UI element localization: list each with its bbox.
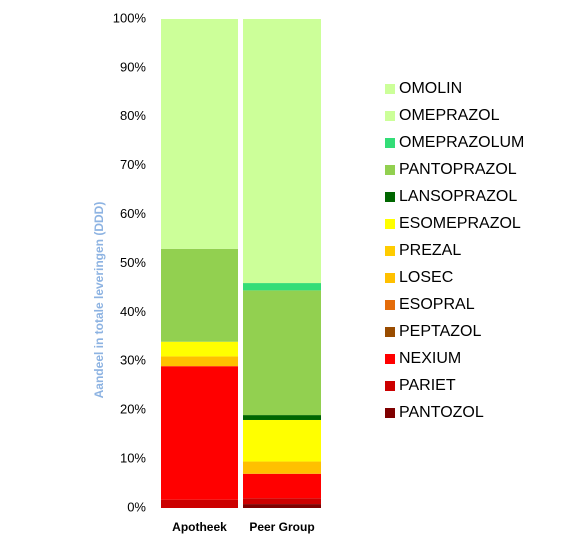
legend-swatch	[385, 273, 395, 283]
y-tick-label: 0%	[127, 499, 146, 514]
legend-swatch	[385, 408, 395, 418]
legend-swatch	[385, 192, 395, 202]
legend-swatch	[385, 165, 395, 175]
bar-segment	[161, 248, 238, 342]
bar-segment	[243, 498, 321, 505]
bar-segment	[243, 283, 321, 291]
legend-label: PEPTAZOL	[399, 323, 481, 340]
bar-segment	[161, 19, 238, 249]
legend-swatch	[385, 219, 395, 229]
bar-segment	[243, 461, 321, 474]
y-tick-label: 30%	[120, 353, 146, 368]
x-tick-label: Peer Group	[249, 520, 315, 534]
bar-segment	[161, 341, 238, 357]
y-tick-label: 70%	[120, 157, 146, 172]
y-tick-label: 80%	[120, 108, 146, 123]
legend-label: ESOMEPRAZOL	[399, 215, 521, 232]
legend-swatch	[385, 327, 395, 337]
legend-swatch	[385, 246, 395, 256]
bar-segment	[243, 19, 321, 284]
legend-swatch	[385, 84, 395, 94]
legend-label: OMEPRAZOL	[399, 107, 500, 124]
bar-segment	[243, 504, 321, 508]
bar-segment	[243, 290, 321, 416]
y-tick-label: 20%	[120, 402, 146, 417]
legend-swatch	[385, 111, 395, 121]
legend-label: OMEPRAZOLUM	[399, 134, 524, 151]
legend-label: ESOPRAL	[399, 296, 475, 313]
y-tick-label: 10%	[120, 451, 146, 466]
bar-segment	[161, 499, 238, 508]
y-tick-label: 90%	[120, 59, 146, 74]
bar-segment	[243, 415, 321, 420]
legend-label: LANSOPRAZOL	[399, 188, 517, 205]
legend-swatch	[385, 138, 395, 148]
legend-swatch	[385, 300, 395, 310]
bar-segment	[243, 473, 321, 499]
legend-label: LOSEC	[399, 269, 453, 286]
bar-segment	[161, 356, 238, 367]
legend-label: NEXIUM	[399, 350, 461, 367]
bar-segment	[243, 419, 321, 462]
x-tick-label: Apotheek	[172, 520, 227, 534]
legend-label: PANTOZOL	[399, 404, 484, 421]
legend-label: PREZAL	[399, 242, 461, 259]
y-tick-label: 50%	[120, 255, 146, 270]
legend-label: OMOLIN	[399, 80, 462, 97]
legend-label: PARIET	[399, 377, 456, 394]
y-axis-label: Aandeel in totale leveringen (DDD)	[92, 202, 106, 399]
legend-swatch	[385, 354, 395, 364]
legend-label: PANTOPRAZOL	[399, 161, 517, 178]
legend-swatch	[385, 381, 395, 391]
y-tick-label: 100%	[113, 10, 147, 25]
y-tick-label: 40%	[120, 304, 146, 319]
y-tick-label: 60%	[120, 206, 146, 221]
bar-segment	[161, 366, 238, 500]
